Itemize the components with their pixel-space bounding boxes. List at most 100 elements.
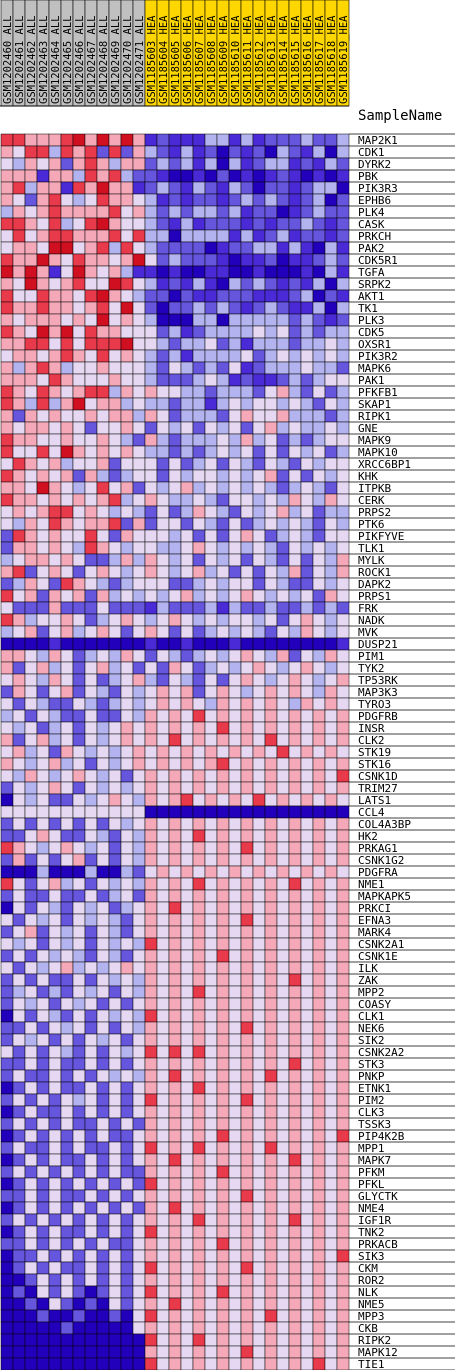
heatmap-cell [240,1069,254,1083]
heatmap-cell [216,553,230,567]
heatmap-cell [228,133,242,147]
heatmap-cell [96,973,110,987]
heatmap-cell [324,517,338,531]
heatmap-cell [96,277,110,291]
heatmap-cell [228,841,242,855]
heatmap-cell [276,469,290,483]
heatmap-cell [84,853,98,867]
heatmap-cell [180,265,194,279]
heatmap-cell [264,1321,278,1335]
heatmap-cell [156,1297,170,1311]
heatmap-cell [36,1321,50,1335]
heatmap-cell [300,553,314,567]
heatmap-cell [156,1093,170,1107]
heatmap-cell [72,229,86,243]
heatmap-cell [120,1165,134,1179]
heatmap-cell [324,961,338,975]
heatmap-cell [216,865,230,879]
heatmap-cell [108,793,122,807]
heatmap-cell [312,1069,326,1083]
heatmap-cell [24,1165,38,1179]
heatmap-cell [228,265,242,279]
heatmap-cell [324,421,338,435]
heatmap-cell [192,1045,206,1059]
heatmap-cell [108,577,122,591]
heatmap-cell [24,865,38,879]
heatmap-cell [24,1069,38,1083]
heatmap-cell [264,445,278,459]
heatmap-cell [72,1153,86,1167]
heatmap-cell [180,1297,194,1311]
heatmap-cell [276,277,290,291]
heatmap-cell [240,133,254,147]
heatmap-cell [288,1141,302,1155]
row-header-title: SampleName [358,108,442,124]
heatmap-cell [312,661,326,675]
heatmap-cell [120,1069,134,1083]
heatmap-cell [252,349,266,363]
heatmap-cell [96,997,110,1011]
heatmap-cell [288,625,302,639]
heatmap-cell [12,889,26,903]
heatmap-cell [312,361,326,375]
heatmap-cell [240,613,254,627]
heatmap-cell [216,1069,230,1083]
heatmap-cell [84,1345,98,1359]
column-label: GSM1202468_ALL [98,15,110,104]
heatmap-cell [288,577,302,591]
heatmap-cell [72,973,86,987]
heatmap-cell [312,349,326,363]
heatmap-cell [132,1333,146,1347]
heatmap-cell [288,1201,302,1215]
heatmap-cell [180,1069,194,1083]
heatmap-cell [96,697,110,711]
heatmap-cell [324,1045,338,1059]
heatmap-cell [84,1093,98,1107]
heatmap-cell [264,433,278,447]
heatmap-cell [300,325,314,339]
heatmap-cell [180,349,194,363]
heatmap-cell [252,145,266,159]
heatmap-cell [72,349,86,363]
heatmap-cell [120,697,134,711]
heatmap-cell [60,193,74,207]
heatmap-cell [312,985,326,999]
heatmap-cell [288,745,302,759]
heatmap-cell [264,961,278,975]
heatmap-cell [156,181,170,195]
heatmap-cell [192,553,206,567]
heatmap-cell [264,745,278,759]
heatmap-cell [0,325,14,339]
heatmap-cell [36,193,50,207]
heatmap-cell [228,961,242,975]
row-label: COASY [358,998,391,1011]
heatmap-cell [252,481,266,495]
heatmap-cell [84,1117,98,1131]
heatmap-cell [216,517,230,531]
heatmap-cell [204,1093,218,1107]
heatmap-cell [252,361,266,375]
heatmap-cell [12,613,26,627]
heatmap-cell [156,1117,170,1131]
heatmap-cell [48,229,62,243]
heatmap-cell [252,1321,266,1335]
heatmap-cell [192,145,206,159]
heatmap-cell [84,901,98,915]
heatmap-cell [252,817,266,831]
heatmap-cell [0,157,14,171]
heatmap-cell [264,145,278,159]
heatmap-cell [144,313,158,327]
heatmap-cell [300,493,314,507]
heatmap-cell [120,1045,134,1059]
heatmap-cell [84,637,98,651]
row-label: INSR [358,722,385,735]
heatmap-cell [216,313,230,327]
heatmap-cell [216,265,230,279]
heatmap-cell [48,1249,62,1263]
heatmap-cell [12,649,26,663]
heatmap-cell [192,865,206,879]
heatmap-cell [0,1093,14,1107]
heatmap-cell [276,1009,290,1023]
heatmap-cell [36,913,50,927]
heatmap-cell [216,793,230,807]
